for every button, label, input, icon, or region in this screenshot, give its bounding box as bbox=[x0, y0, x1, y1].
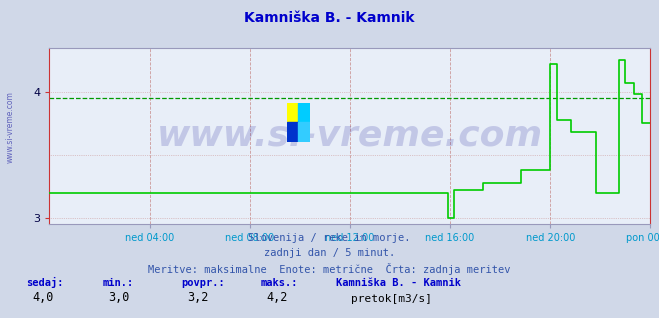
Text: zadnji dan / 5 minut.: zadnji dan / 5 minut. bbox=[264, 248, 395, 258]
Bar bbox=[287, 103, 298, 122]
Text: Meritve: maksimalne  Enote: metrične  Črta: zadnja meritev: Meritve: maksimalne Enote: metrične Črta… bbox=[148, 263, 511, 275]
Text: pretok[m3/s]: pretok[m3/s] bbox=[351, 294, 432, 304]
Text: 4,2: 4,2 bbox=[266, 291, 287, 304]
Text: maks.:: maks.: bbox=[260, 278, 298, 288]
Text: Kamniška B. - Kamnik: Kamniška B. - Kamnik bbox=[336, 278, 461, 288]
Text: 3,0: 3,0 bbox=[108, 291, 129, 304]
Text: min.:: min.: bbox=[102, 278, 133, 288]
Text: Kamniška B. - Kamnik: Kamniška B. - Kamnik bbox=[244, 11, 415, 25]
Text: Slovenija / reke in morje.: Slovenija / reke in morje. bbox=[248, 233, 411, 243]
Bar bbox=[287, 122, 298, 142]
Text: povpr.:: povpr.: bbox=[181, 278, 225, 288]
Text: 3,2: 3,2 bbox=[187, 291, 208, 304]
Bar bbox=[298, 122, 310, 142]
Bar bbox=[298, 103, 310, 122]
Text: www.si-vreme.com: www.si-vreme.com bbox=[157, 119, 543, 153]
Text: www.si-vreme.com: www.si-vreme.com bbox=[5, 91, 14, 163]
Text: 4,0: 4,0 bbox=[32, 291, 53, 304]
Text: sedaj:: sedaj: bbox=[26, 277, 64, 288]
